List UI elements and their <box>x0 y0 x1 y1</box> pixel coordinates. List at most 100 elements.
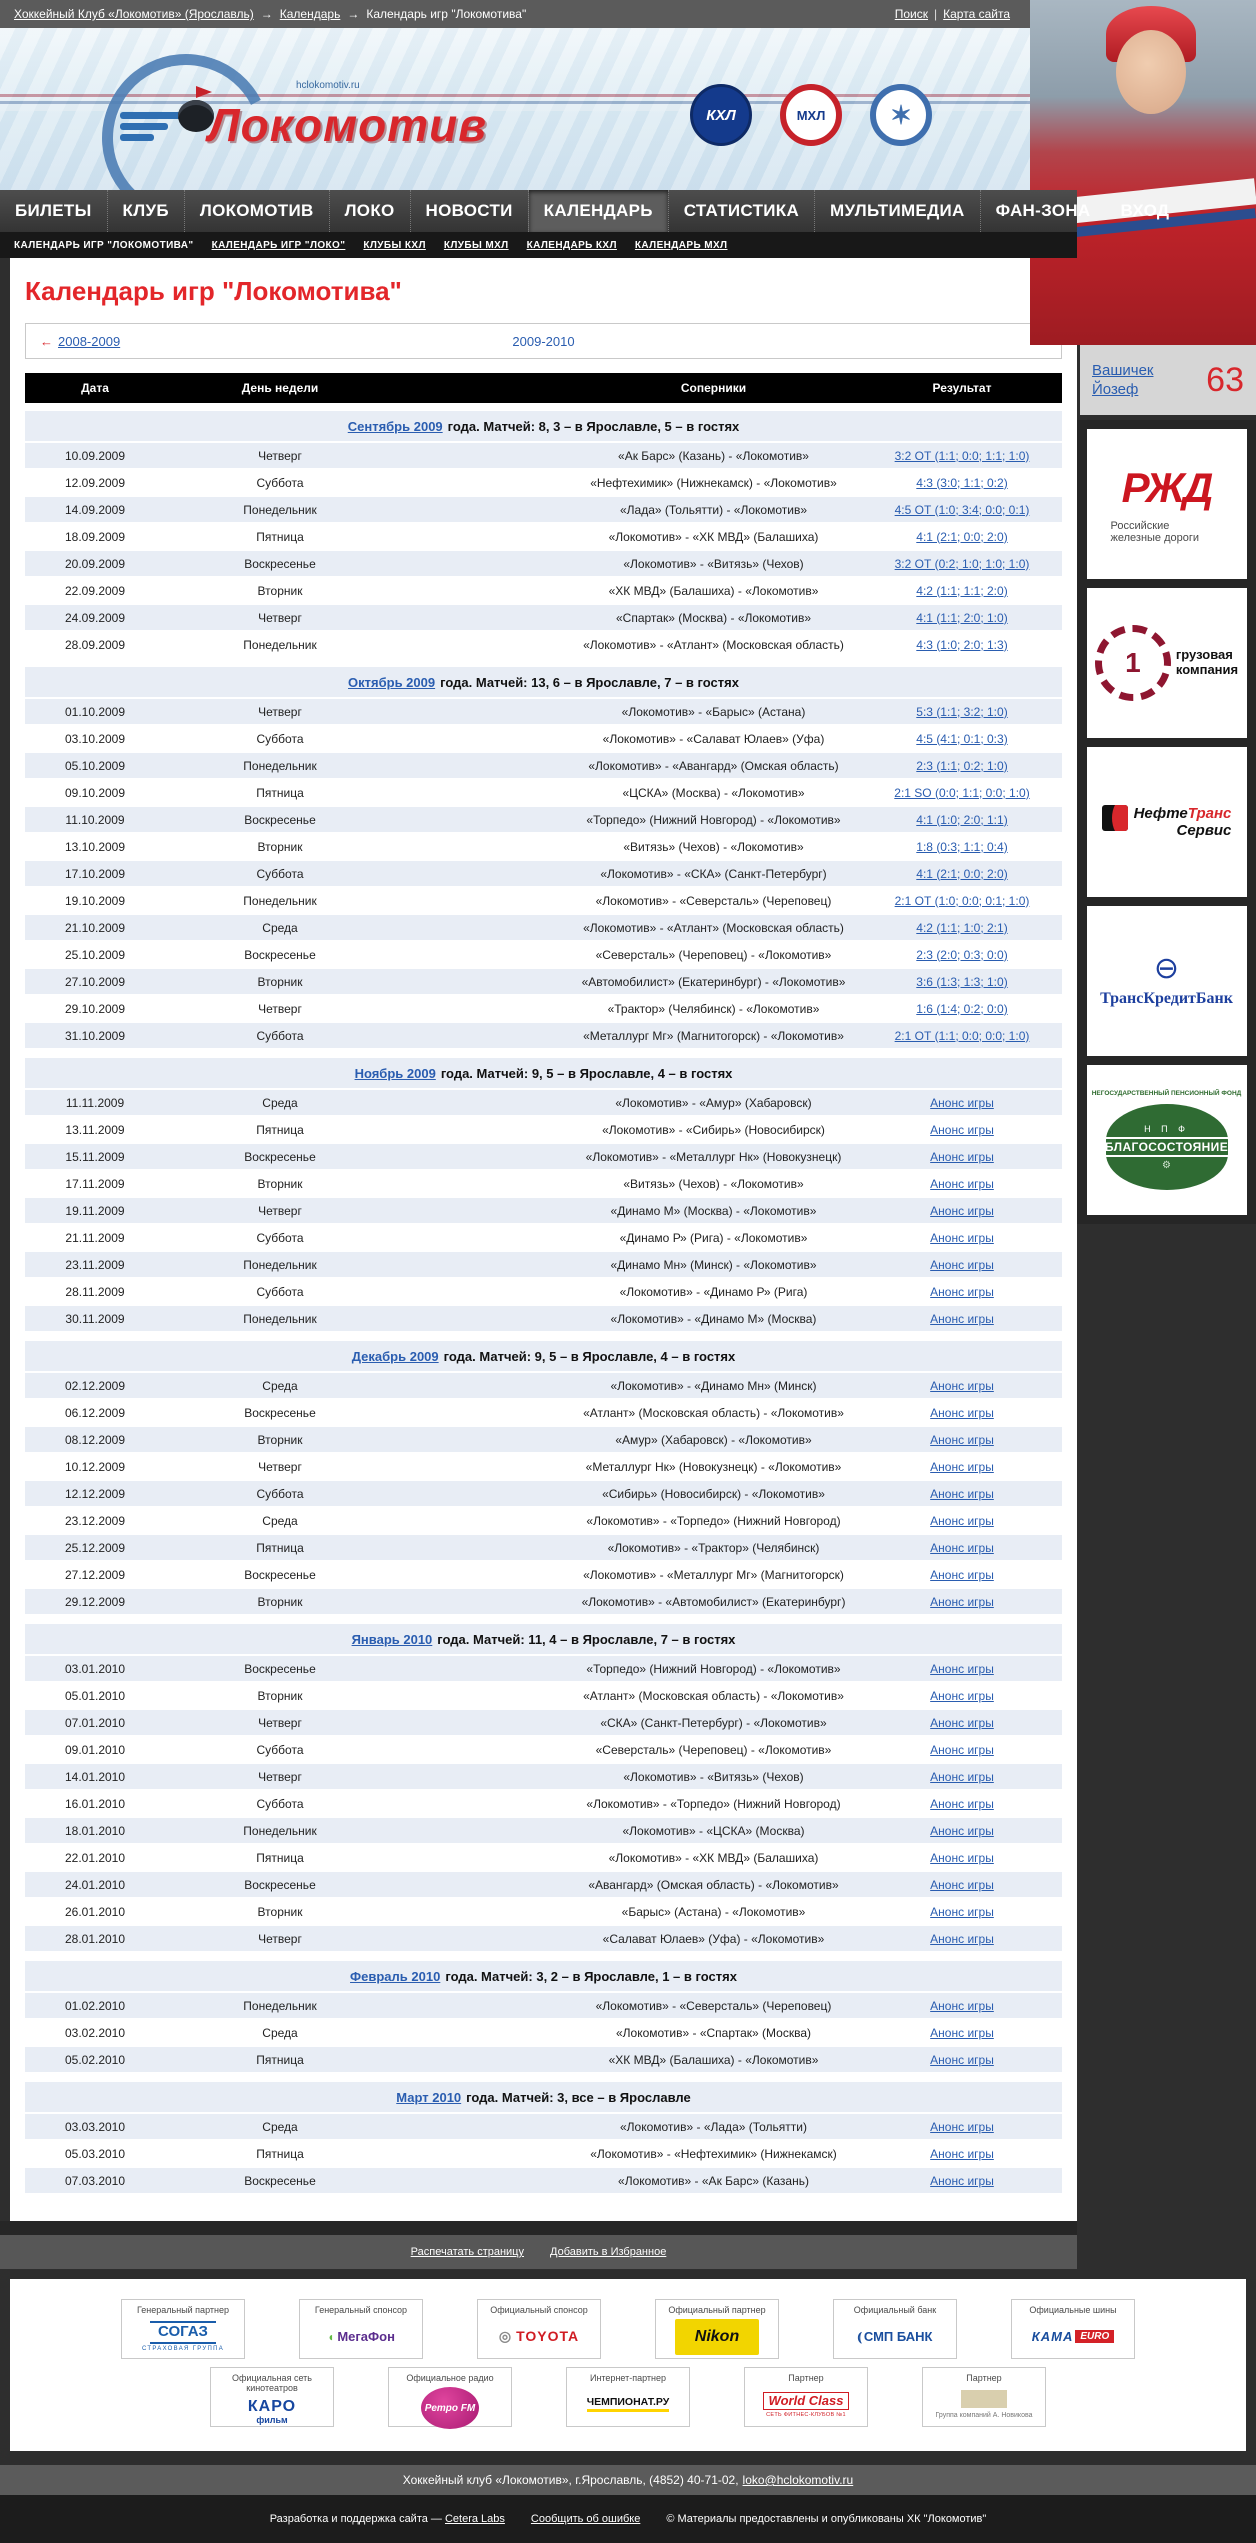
result-link[interactable]: 4:2 (1:1; 1:1; 2:0) <box>916 583 1008 598</box>
announce-link[interactable]: Анонс игры <box>930 1203 994 1218</box>
search-link[interactable]: Поиск <box>894 7 929 21</box>
player-name-link[interactable]: Вашичек Йозеф <box>1092 361 1154 399</box>
result-link[interactable]: 3:2 ОТ (0:2; 1:0; 1:0; 1:0) <box>894 556 1030 571</box>
announce-link[interactable]: Анонс игры <box>930 1742 994 1757</box>
result-link[interactable]: 1:6 (1:4; 0:2; 0:0) <box>916 1001 1008 1016</box>
partner-toyota[interactable]: Официальный спонсор TOYOTA <box>477 2299 601 2359</box>
breadcrumb-link[interactable]: Календарь <box>279 7 341 21</box>
sitemap-link[interactable]: Карта сайта <box>943 7 1010 21</box>
announce-link[interactable]: Анонс игры <box>930 1931 994 1946</box>
partner-novikov[interactable]: Партнер Группа компаний А. Новикова <box>922 2367 1046 2427</box>
result-link[interactable]: 2:3 (2:0; 0:3; 0:0) <box>916 947 1008 962</box>
subnav-link[interactable]: КАЛЕНДАРЬ КХЛ <box>526 239 617 251</box>
sponsor-nts[interactable]: НефтеТранс Сервис <box>1086 747 1247 897</box>
announce-link[interactable]: Анонс игры <box>930 1405 994 1420</box>
announce-link[interactable]: Анонс игры <box>930 1540 994 1555</box>
result-link[interactable]: 4:5 ОТ (1:0; 3:4; 0:0; 0:1) <box>894 502 1030 517</box>
announce-link[interactable]: Анонс игры <box>930 1230 994 1245</box>
result-link[interactable]: 3:6 (1:3; 1:3; 1:0) <box>916 974 1008 989</box>
email-link[interactable]: loko@hclokomotiv.ru <box>742 2473 854 2487</box>
announce-link[interactable]: Анонс игры <box>930 1823 994 1838</box>
season-prev-link[interactable]: 2008-2009 <box>58 333 121 349</box>
result-link[interactable]: 4:5 (4:1; 0:1; 0:3) <box>916 731 1008 746</box>
announce-link[interactable]: Анонс игры <box>930 1257 994 1272</box>
result-link[interactable]: 3:2 ОТ (1:1; 0:0; 1:1; 1:0) <box>894 448 1030 463</box>
announce-link[interactable]: Анонс игры <box>930 1850 994 1865</box>
result-link[interactable]: 1:8 (0:3; 1:1; 0:4) <box>916 839 1008 854</box>
result-link[interactable]: 4:1 (2:1; 0:0; 2:0) <box>916 866 1008 881</box>
partner-championat[interactable]: Интернет-партнер ЧЕМПИОНАТ.РУ <box>566 2367 690 2427</box>
announce-link[interactable]: Анонс игры <box>930 1688 994 1703</box>
nav-item-новости[interactable]: НОВОСТИ <box>409 190 528 232</box>
month-link[interactable]: Ноябрь 2009 <box>354 1065 436 1081</box>
announce-link[interactable]: Анонс игры <box>930 1459 994 1474</box>
result-link[interactable]: 2:3 (1:1; 0:2; 1:0) <box>916 758 1008 773</box>
announce-link[interactable]: Анонс игры <box>930 1877 994 1892</box>
sponsor-rzd[interactable]: РЖД Российские железные дороги <box>1086 429 1247 579</box>
club-logo[interactable]: Локомотив <box>208 99 488 151</box>
cetera-labs-link[interactable]: Cetera Labs <box>444 2513 505 2525</box>
announce-link[interactable]: Анонс игры <box>930 1904 994 1919</box>
subnav-link[interactable]: КАЛЕНДАРЬ ИГР "ЛОКО" <box>211 239 346 251</box>
announce-link[interactable]: Анонс игры <box>930 2052 994 2067</box>
subnav-link[interactable]: КЛУБЫ МХЛ <box>443 239 509 251</box>
result-link[interactable]: 4:1 (1:1; 2:0; 1:0) <box>916 610 1008 625</box>
partner-megafon[interactable]: Генеральный спонсор МегаФон <box>299 2299 423 2359</box>
partner-retro[interactable]: Официальное радио Ретро FM <box>388 2367 512 2430</box>
result-link[interactable]: 4:3 (1:0; 2:0; 1:3) <box>916 637 1008 652</box>
announce-link[interactable]: Анонс игры <box>930 1594 994 1609</box>
report-error-link[interactable]: Сообщить об ошибке <box>530 2513 641 2525</box>
subnav-link[interactable]: КЛУБЫ КХЛ <box>363 239 426 251</box>
nav-item-клуб[interactable]: КЛУБ <box>106 190 184 232</box>
nav-item-локомотив[interactable]: ЛОКОМОТИВ <box>183 190 329 232</box>
month-link[interactable]: Декабрь 2009 <box>351 1348 439 1364</box>
result-link[interactable]: 2:1 SO (0:0; 1:1; 0:0; 1:0) <box>894 785 1030 800</box>
announce-link[interactable]: Анонс игры <box>930 1311 994 1326</box>
partner-worldclass[interactable]: Партнер World Class СЕТЬ ФИТНЕС-КЛУБОВ №1 <box>744 2367 868 2427</box>
announce-link[interactable]: Анонс игры <box>930 1095 994 1110</box>
nav-item-билеты[interactable]: БИЛЕТЫ <box>15 201 92 220</box>
announce-link[interactable]: Анонс игры <box>930 1284 994 1299</box>
announce-link[interactable]: Анонс игры <box>930 1998 994 2013</box>
partner-nikon[interactable]: Официальный партнер Nikon <box>655 2299 779 2359</box>
announce-link[interactable]: Анонс игры <box>930 1176 994 1191</box>
nav-item-статистика[interactable]: СТАТИСТИКА <box>667 190 814 232</box>
league-logo-icon[interactable]: ✶ <box>870 84 932 146</box>
announce-link[interactable]: Анонс игры <box>930 1769 994 1784</box>
nav-item-локо[interactable]: ЛОКО <box>328 190 410 232</box>
announce-link[interactable]: Анонс игры <box>930 2173 994 2188</box>
month-link[interactable]: Январь 2010 <box>351 1631 433 1647</box>
result-link[interactable]: 2:1 ОТ (1:0; 0:0; 0:1; 1:0) <box>894 893 1030 908</box>
sponsor-pgk[interactable]: 1 грузовая компания <box>1086 588 1247 738</box>
nav-item-календарь[interactable]: КАЛЕНДАРЬ <box>527 190 668 232</box>
announce-link[interactable]: Анонс игры <box>930 1432 994 1447</box>
announce-link[interactable]: Анонс игры <box>930 1149 994 1164</box>
result-link[interactable]: 2:1 ОТ (1:1; 0:0; 0:0; 1:0) <box>894 1028 1030 1043</box>
nav-item-фан-зона[interactable]: ФАН-ЗОНА <box>979 190 1106 232</box>
month-link[interactable]: Март 2010 <box>396 2089 462 2105</box>
mhl-logo-icon[interactable]: МХЛ <box>780 84 842 146</box>
result-link[interactable]: 4:1 (2:1; 0:0; 2:0) <box>916 529 1008 544</box>
result-link[interactable]: 5:3 (1:1; 3:2; 1:0) <box>916 704 1008 719</box>
sponsor-tkb[interactable]: ⊖ ТрансКредитБанк <box>1086 906 1247 1056</box>
announce-link[interactable]: Анонс игры <box>930 2119 994 2134</box>
announce-link[interactable]: Анонс игры <box>930 2025 994 2040</box>
announce-link[interactable]: Анонс игры <box>930 1715 994 1730</box>
partner-sogaz[interactable]: Генеральный партнер СОГАЗ СТРАХОВАЯ ГРУППА <box>121 2299 245 2359</box>
announce-link[interactable]: Анонс игры <box>930 1513 994 1528</box>
nav-item-мультимедиа[interactable]: МУЛЬТИМЕДИА <box>814 190 980 232</box>
announce-link[interactable]: Анонс игры <box>930 1796 994 1811</box>
print-page-link[interactable]: Распечатать страницу <box>410 2246 524 2258</box>
result-link[interactable]: 4:1 (1:0; 2:0; 1:1) <box>916 812 1008 827</box>
khl-logo-icon[interactable]: КХЛ <box>690 84 752 146</box>
month-link[interactable]: Октябрь 2009 <box>348 674 436 690</box>
result-link[interactable]: 4:2 (1:1; 1:0; 2:1) <box>916 920 1008 935</box>
announce-link[interactable]: Анонс игры <box>930 1378 994 1393</box>
login-button[interactable]: ВХОД <box>1120 201 1170 220</box>
result-link[interactable]: 4:3 (3:0; 1:1; 0:2) <box>916 475 1008 490</box>
month-link[interactable]: Февраль 2010 <box>350 1968 441 1984</box>
partner-smp[interactable]: Официальный банк СМП БАНК <box>833 2299 957 2359</box>
partner-kama[interactable]: Официальные шины КАМА EURO <box>1011 2299 1135 2359</box>
announce-link[interactable]: Анонс игры <box>930 1486 994 1501</box>
subnav-link[interactable]: КАЛЕНДАРЬ МХЛ <box>634 239 728 251</box>
